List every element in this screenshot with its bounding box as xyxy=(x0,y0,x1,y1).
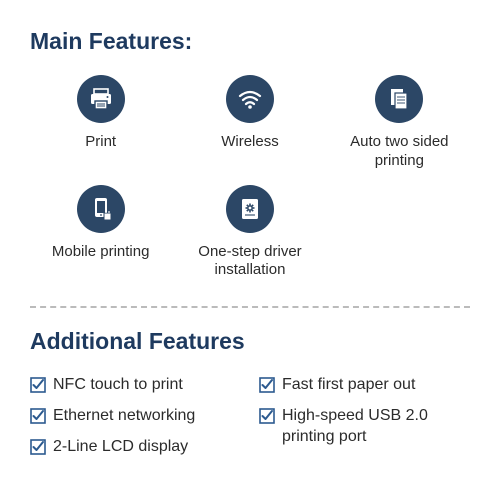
checkbox-icon xyxy=(30,439,46,455)
check-item: Ethernet networking xyxy=(30,406,241,427)
check-item: NFC touch to print xyxy=(30,375,241,396)
check-item: High-speed USB 2.0 printing port xyxy=(259,406,470,448)
check-label: High-speed USB 2.0 printing port xyxy=(282,406,470,448)
feature-label: One-step driver installation xyxy=(179,243,320,281)
checkbox-icon xyxy=(30,377,46,393)
print-icon xyxy=(77,75,125,123)
check-item: 2-Line LCD display xyxy=(30,437,241,458)
feature-label: Auto two sided printing xyxy=(329,133,470,171)
additional-features-title: Additional Features xyxy=(30,328,470,355)
check-label: Fast first paper out xyxy=(282,375,415,396)
feature-label: Wireless xyxy=(221,133,279,152)
additional-col-1: NFC touch to print Ethernet networking 2… xyxy=(30,375,241,457)
checkbox-icon xyxy=(259,377,275,393)
check-label: 2-Line LCD display xyxy=(53,437,188,458)
feature-label: Mobile printing xyxy=(52,243,150,262)
feature-label: Print xyxy=(85,133,116,152)
check-item: Fast first paper out xyxy=(259,375,470,396)
check-label: NFC touch to print xyxy=(53,375,183,396)
main-features-grid: Print Wireless Auto two sided printing xyxy=(30,75,470,280)
wireless-icon xyxy=(226,75,274,123)
feature-twosided: Auto two sided printing xyxy=(329,75,470,171)
feature-wireless: Wireless xyxy=(179,75,320,171)
feature-mobile: Mobile printing xyxy=(30,185,171,281)
feature-driver: One-step driver installation xyxy=(179,185,320,281)
twosided-icon xyxy=(375,75,423,123)
check-label: Ethernet networking xyxy=(53,406,195,427)
section-divider xyxy=(30,306,470,308)
checkbox-icon xyxy=(30,408,46,424)
additional-features-list: NFC touch to print Ethernet networking 2… xyxy=(30,375,470,457)
main-features-title: Main Features: xyxy=(30,28,470,55)
checkbox-icon xyxy=(259,408,275,424)
mobile-icon xyxy=(77,185,125,233)
driver-icon xyxy=(226,185,274,233)
additional-col-2: Fast first paper out High-speed USB 2.0 … xyxy=(259,375,470,457)
feature-print: Print xyxy=(30,75,171,171)
